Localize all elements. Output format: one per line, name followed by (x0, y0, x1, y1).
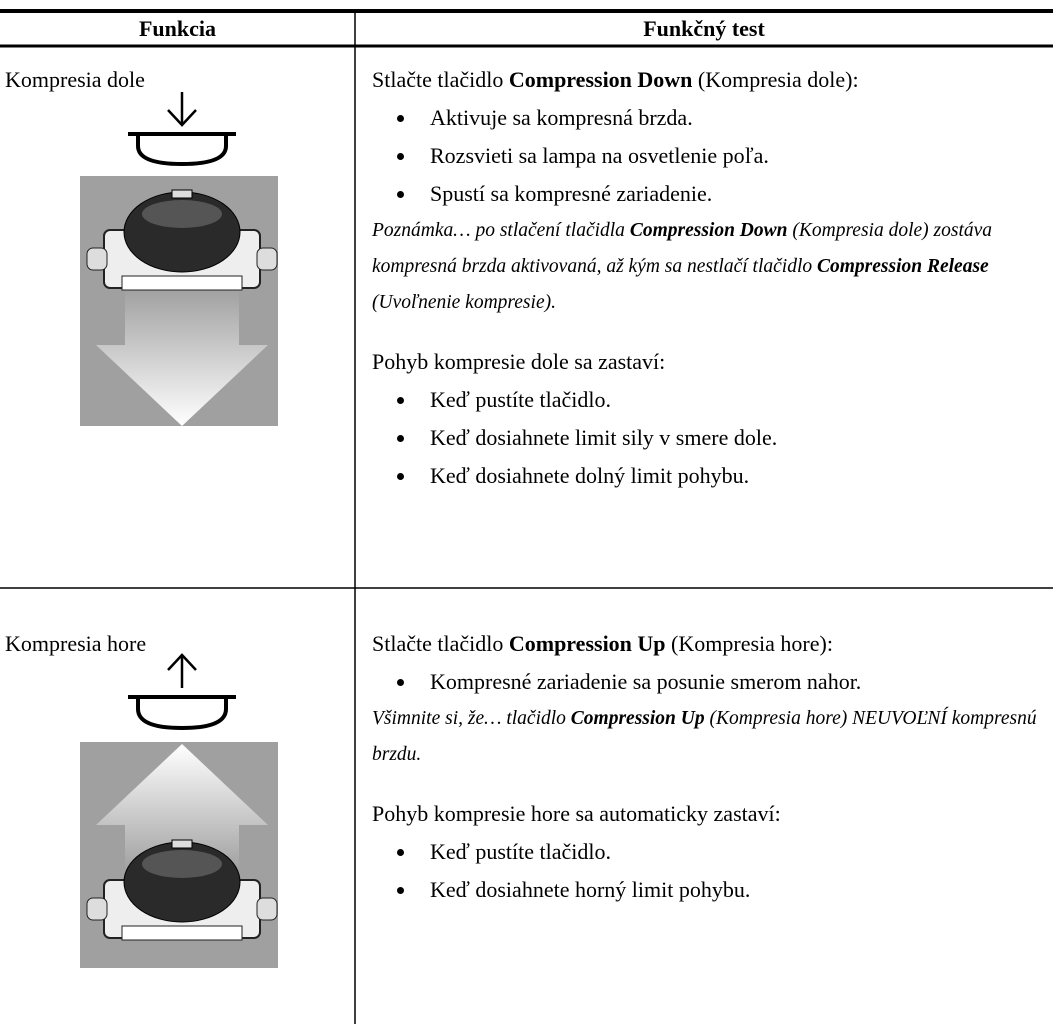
text-run: Všimnite si, že… tlačidlo (372, 708, 571, 729)
text-run: Compression Down (508, 67, 693, 92)
bullet-item: Rozsvieti sa lampa na osvetlenie poľa. (372, 137, 1048, 175)
bullet-dot (397, 849, 404, 856)
bullet-text: Keď dosiahnete limit sily v smere dole. (430, 425, 778, 450)
test-cell: Stlačte tlačidlo Compression Up (Kompres… (372, 625, 1048, 909)
bullet-dot (397, 153, 404, 160)
bullet-dot (397, 473, 404, 480)
text-run: (Kompresia hore) NEUVOĽNÍ kompresnú brzd… (372, 708, 1037, 765)
header-cell: Funkčný test (643, 16, 765, 41)
bullet-item: Aktivuje sa kompresná brzda. (372, 99, 1048, 137)
bullet-text: Keď dosiahnete horný limit pohybu. (430, 877, 751, 902)
bullet-text: Keď dosiahnete dolný limit pohybu. (430, 463, 750, 488)
bullet-dot (397, 397, 404, 404)
text-run: Pohyb kompresie hore sa automaticky zast… (372, 801, 781, 826)
text-run: Compression Down (629, 220, 788, 241)
bullet-text: Kompresné zariadenie sa posunie smerom n… (430, 669, 862, 694)
bullet-text: Rozsvieti sa lampa na osvetlenie poľa. (430, 143, 769, 168)
bullet-item: Keď dosiahnete limit sily v smere dole. (372, 419, 1048, 457)
paragraph: Pohyb kompresie dole sa zastaví: (372, 343, 1048, 381)
bullet-dot (397, 435, 404, 442)
bullet-text: Keď pustíte tlačidlo. (430, 387, 612, 412)
text-run: (Kompresia dole) zostáva kompresná brzda… (372, 220, 993, 277)
bullet-dot (397, 887, 404, 894)
text-run: Compression Up (570, 708, 705, 729)
text-run: (Kompresia dole): (692, 67, 859, 92)
header-cell: Funkcia (138, 16, 217, 41)
text-run: Stlačte tlačidlo (372, 67, 509, 92)
text-run: (Kompresia hore): (665, 631, 833, 656)
text-run: Pohyb kompresie dole sa zastaví: (372, 349, 666, 374)
paragraph: Stlačte tlačidlo Compression Up (Kompres… (372, 625, 1048, 663)
test-cell: Stlačte tlačidlo Compression Down (Kompr… (372, 61, 1048, 495)
bullet-item: Keď pustíte tlačidlo. (372, 833, 1048, 871)
function-name: Kompresia hore (5, 631, 147, 656)
text-run: Poznámka… po stlačení tlačidla (372, 220, 630, 241)
bullet-item: Keď dosiahnete dolný limit pohybu. (372, 457, 1048, 495)
bullet-dot (397, 191, 404, 198)
bullet-item: Kompresné zariadenie sa posunie smerom n… (372, 663, 1048, 701)
text-run: Stlačte tlačidlo (372, 631, 509, 656)
note: Všimnite si, že… tlačidlo Compression Up… (372, 701, 1048, 773)
bullet-text: Keď pustíte tlačidlo. (430, 839, 612, 864)
compression-up-icon (80, 653, 278, 968)
bullet-item: Keď dosiahnete horný limit pohybu. (372, 871, 1048, 909)
text-run: Compression Up (508, 631, 666, 656)
compression-down-icon (80, 92, 278, 426)
note: Poznámka… po stlačení tlačidla Compressi… (372, 213, 1048, 321)
text-run: (Uvoľnenie kompresie). (372, 292, 556, 313)
bullet-item: Keď pustíte tlačidlo. (372, 381, 1048, 419)
bullet-text: Aktivuje sa kompresná brzda. (430, 105, 693, 130)
text-run: Compression Release (817, 256, 989, 277)
paragraph: Stlačte tlačidlo Compression Down (Kompr… (372, 61, 1048, 99)
bullet-text: Spustí sa kompresné zariadenie. (430, 181, 713, 206)
bullet-dot (397, 679, 404, 686)
function-name: Kompresia dole (5, 67, 145, 92)
paragraph: Pohyb kompresie hore sa automaticky zast… (372, 795, 1048, 833)
bullet-item: Spustí sa kompresné zariadenie. (372, 175, 1048, 213)
bullet-dot (397, 115, 404, 122)
